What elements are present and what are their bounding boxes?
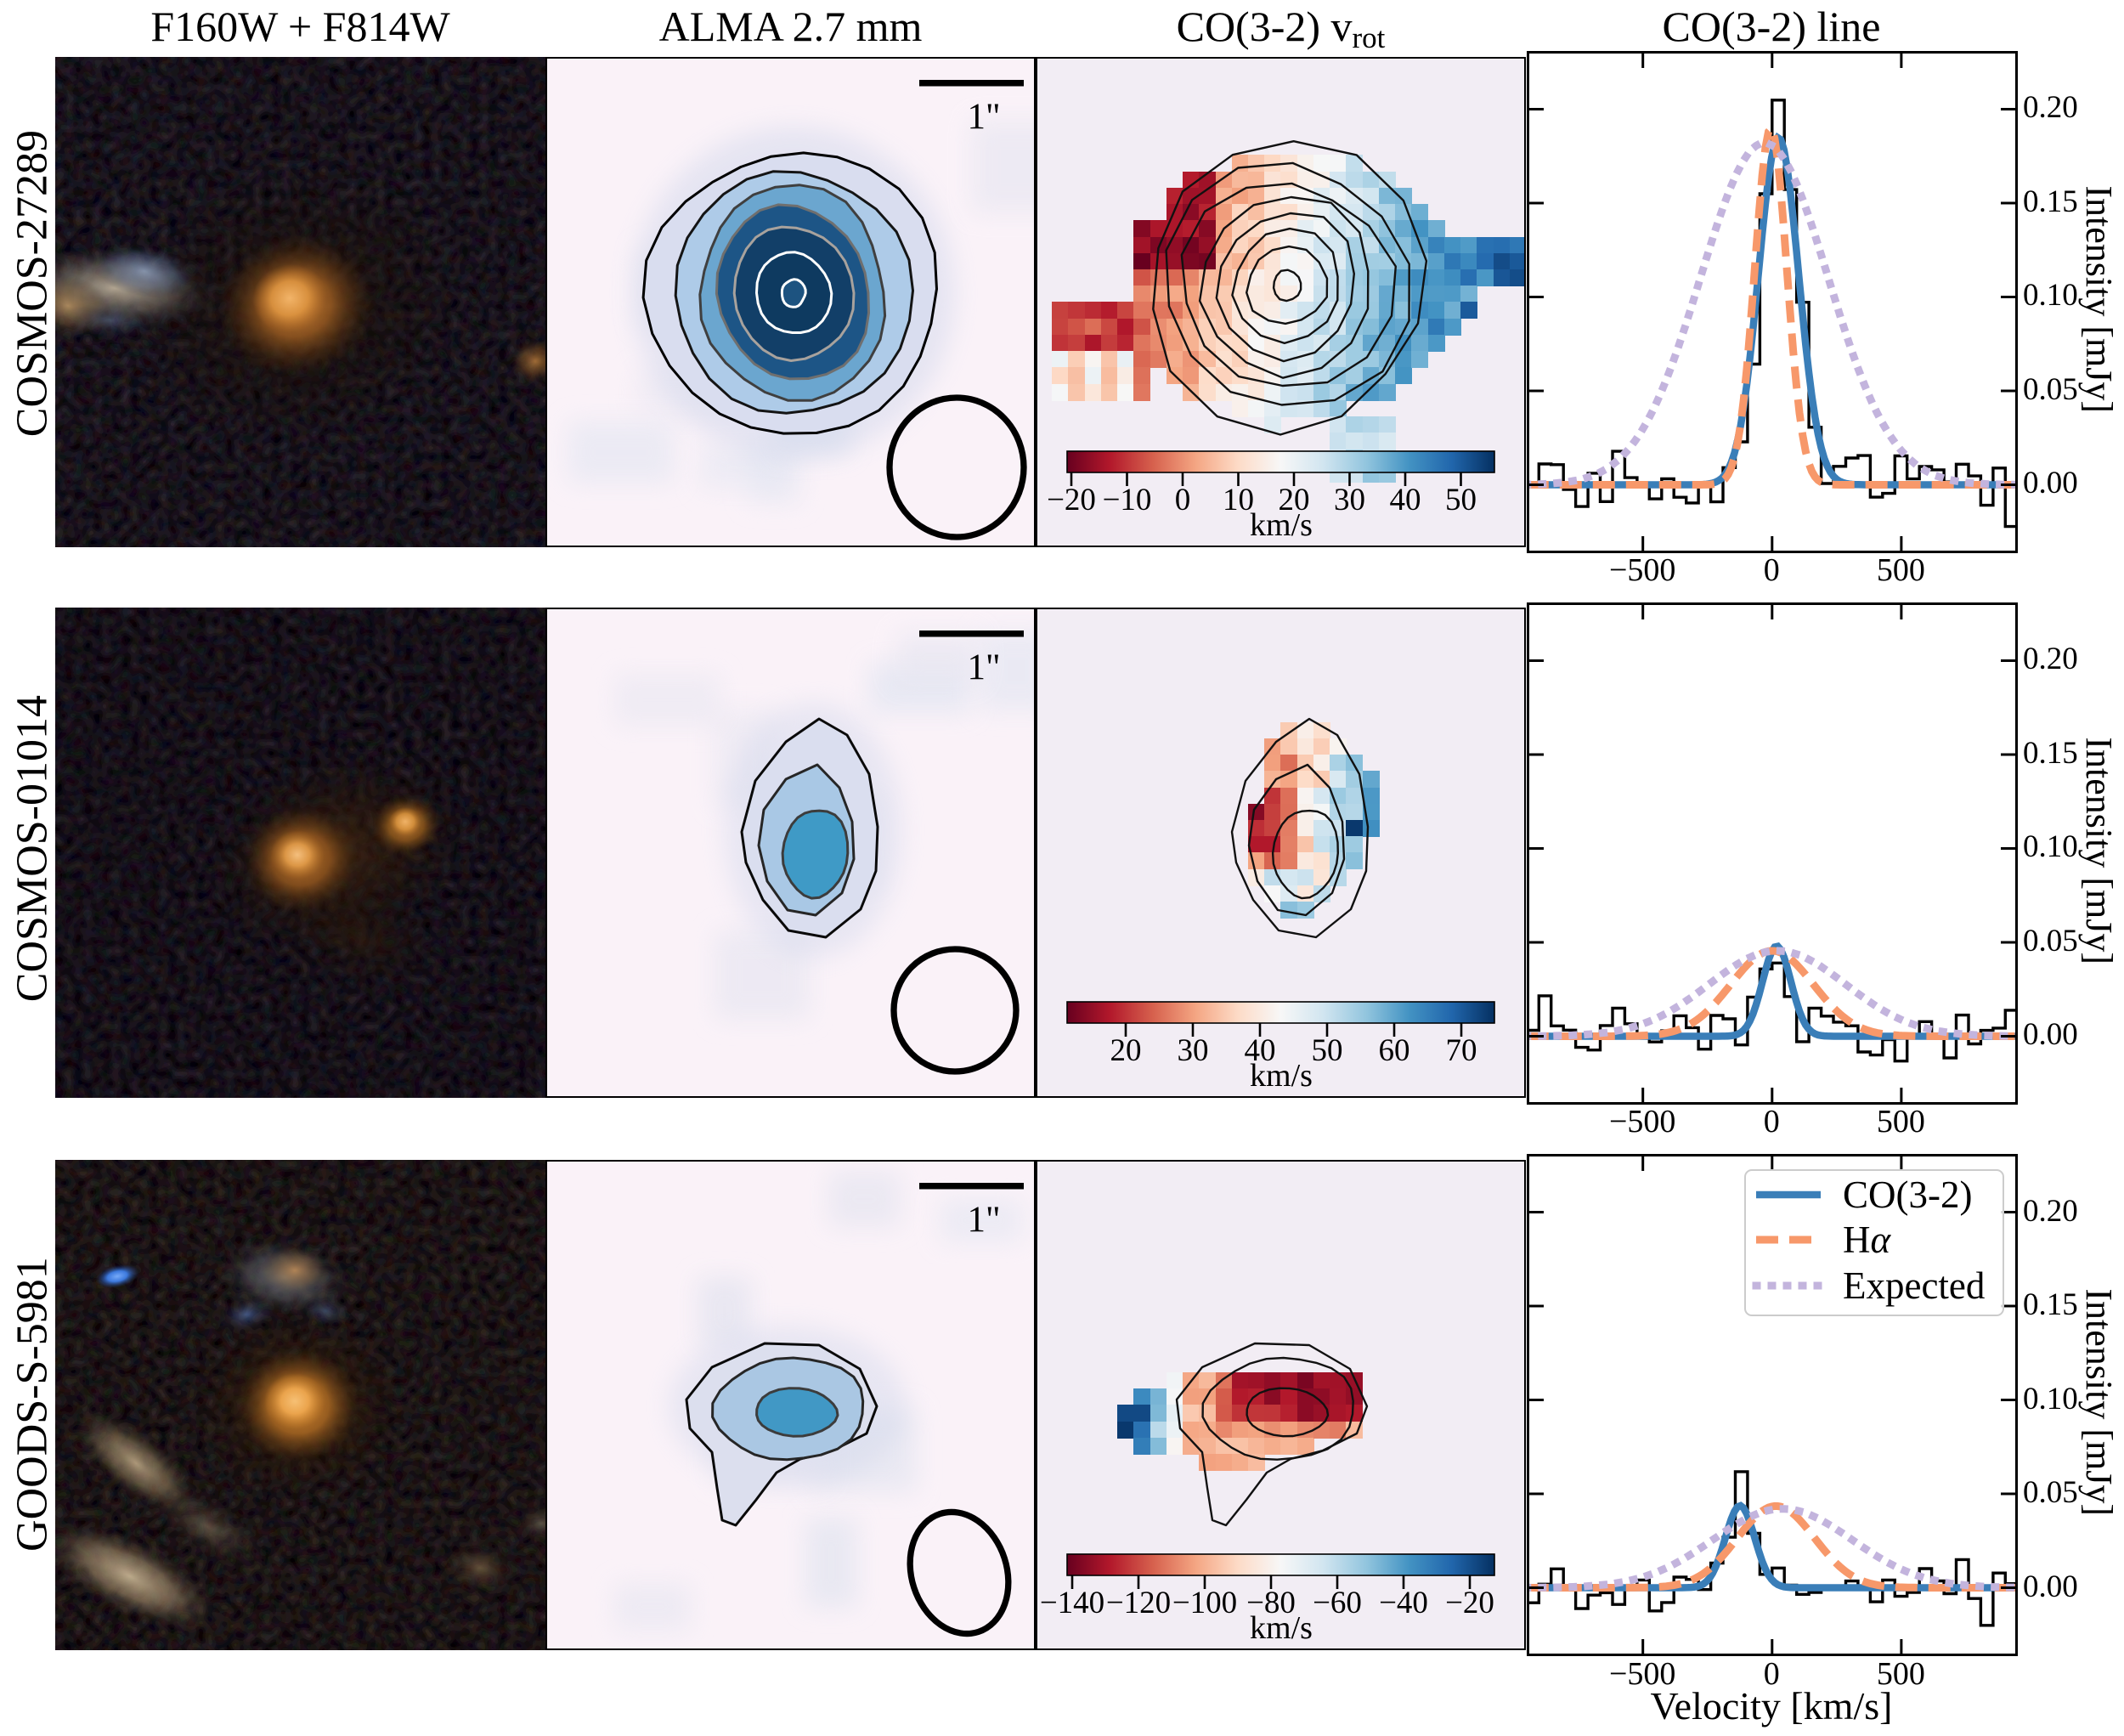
svg-text:−60: −60	[1313, 1586, 1362, 1620]
svg-text:km/s: km/s	[1250, 507, 1313, 543]
svg-text:10: 10	[1223, 483, 1254, 517]
svg-text:−100: −100	[1172, 1586, 1237, 1620]
svg-text:20: 20	[1110, 1033, 1142, 1068]
svg-text:CO(3-2): CO(3-2)	[1843, 1173, 1972, 1216]
svg-text:km/s: km/s	[1250, 1058, 1313, 1094]
svg-text:50: 50	[1445, 483, 1477, 517]
svg-text:70: 70	[1446, 1033, 1477, 1068]
svg-text:km/s: km/s	[1250, 1610, 1313, 1646]
svg-text:−20: −20	[1445, 1586, 1494, 1620]
svg-text:0: 0	[1175, 483, 1191, 517]
svg-text:40: 40	[1390, 483, 1421, 517]
svg-text:50: 50	[1312, 1033, 1343, 1068]
svg-text:−80: −80	[1246, 1586, 1296, 1620]
svg-text:1": 1"	[967, 647, 1000, 687]
svg-text:1": 1"	[967, 1200, 1000, 1240]
svg-text:−120: −120	[1106, 1586, 1171, 1620]
svg-text:40: 40	[1245, 1033, 1276, 1068]
svg-text:30: 30	[1334, 483, 1365, 517]
svg-text:30: 30	[1178, 1033, 1209, 1068]
svg-text:−140: −140	[1040, 1586, 1104, 1620]
svg-text:−10: −10	[1103, 483, 1152, 517]
svg-text:Hα: Hα	[1843, 1219, 1892, 1261]
svg-text:−40: −40	[1379, 1586, 1428, 1620]
svg-text:1": 1"	[967, 97, 1000, 137]
svg-text:Expected: Expected	[1843, 1264, 1985, 1307]
svg-text:60: 60	[1379, 1033, 1410, 1068]
svg-text:20: 20	[1279, 483, 1310, 517]
svg-text:−20: −20	[1047, 483, 1096, 517]
